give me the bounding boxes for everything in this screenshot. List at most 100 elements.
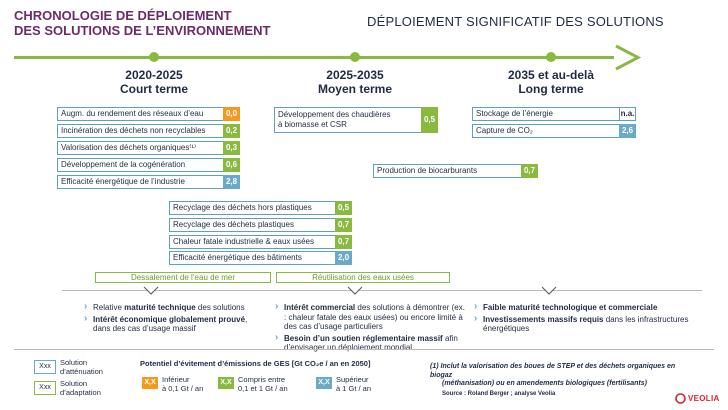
solution-label: Efficacité énergétique des bâtiments xyxy=(169,251,335,265)
period-long-term: Long terme xyxy=(518,82,584,96)
veolia-logo-icon xyxy=(675,393,686,404)
solution-label: Augm. du rendement des réseaux d’eau xyxy=(57,107,223,121)
chevron-down-icon xyxy=(143,286,159,295)
solution-value: 0,5 xyxy=(421,107,438,133)
bullet-bold: Intérêt économique globalement prouvé xyxy=(93,314,246,324)
bullet-item: Relative maturité technique des solution… xyxy=(84,302,254,313)
solution-label: Efficacité énergétique de l’industrie xyxy=(57,175,223,189)
solution-value: 0,6 xyxy=(223,158,240,172)
legend-line: à 1 Gt / an xyxy=(336,383,372,393)
period-short-term: Court terme xyxy=(119,82,188,96)
bullet-text: des solutions xyxy=(195,303,245,312)
period-short: 2020-2025 Court terme xyxy=(104,68,204,96)
bullets-medium-term: Intérêt commercial des solutions à démon… xyxy=(275,302,465,353)
solution-item: Efficacité énergétique de l’industrie 2,… xyxy=(57,175,240,189)
solution-item: Recyclage des déchets hors plastiques 0,… xyxy=(169,201,352,215)
legend-line: Supérieur xyxy=(336,375,369,384)
solution-value: n.a. xyxy=(619,107,636,121)
period-long-years: 2035 et au-delà xyxy=(507,68,595,82)
solution-value: 0,7 xyxy=(521,164,538,178)
bullet-bold: Besoin d’un soutien réglementaire massif xyxy=(284,333,443,343)
timeline-arrowhead-icon xyxy=(615,44,642,71)
chaudieres-line-1: Développement des chaudières xyxy=(278,110,391,119)
solution-item: Valorisation des déchets organiques⁽¹⁾ 0… xyxy=(57,141,240,155)
timeline-dot-medium xyxy=(350,52,360,62)
footnote-line: (méthanisation) ou en amendements biolog… xyxy=(442,380,647,387)
solution-item-chaudieres: Développement des chaudières à biomasse … xyxy=(274,107,438,133)
footnote-source: Source : Roland Berger ; analyse Veolia xyxy=(442,390,556,397)
period-medium-term: Moyen terme xyxy=(317,82,393,96)
solution-value: 2,0 xyxy=(335,251,352,265)
solution-item: Recyclage des déchets plastiques 0,7 xyxy=(169,218,352,232)
title-line-1: CHRONOLOGIE DE DÉPLOIEMENT xyxy=(14,8,232,23)
legend-divider xyxy=(14,349,714,350)
legend-line: d’adaptation xyxy=(60,387,101,397)
solution-label: Valorisation des déchets organiques⁽¹⁾ xyxy=(57,141,223,155)
legend-attenuation-box: Xxx xyxy=(34,360,56,374)
solution-label: Développement des chaudières à biomasse … xyxy=(274,107,421,133)
solution-value: 0,0 xyxy=(223,107,240,121)
legend-mid-label: Compris entre 0,1 et 1 Gt / an xyxy=(238,375,288,393)
adaptation-dessalement: Dessalement de l’eau de mer xyxy=(95,272,271,283)
bullet-item: Besoin d’un soutien réglementaire massif… xyxy=(275,333,465,353)
legend-adaptation-box: Xxx xyxy=(34,381,56,395)
solution-value: 0,2 xyxy=(223,124,240,138)
bullet-text: , dans des cas d’usage massif xyxy=(93,314,248,334)
bullet-item: Faible maturité technologique et commerc… xyxy=(474,302,704,313)
bullet-item: Intérêt commercial des solutions à démon… xyxy=(275,302,465,332)
bullet-text: Relative xyxy=(93,303,125,312)
bullet-bold: Intérêt commercial xyxy=(284,303,356,312)
timeline-dot-short xyxy=(149,52,159,62)
legend-line: Solution xyxy=(60,358,88,367)
solution-item: Incinération des déchets non recyclables… xyxy=(57,124,240,138)
solution-value: 0,3 xyxy=(223,141,240,155)
solution-label: Chaleur fatale industrielle & eaux usées xyxy=(169,235,335,249)
bullet-text: afin d’envisager un déploiement mondial xyxy=(284,333,458,353)
solution-item: Chaleur fatale industrielle & eaux usées… xyxy=(169,235,352,249)
solution-label: Capture de CO₂ xyxy=(472,124,619,138)
chevron-down-icon xyxy=(541,286,557,295)
solution-value: 0,7 xyxy=(335,235,352,249)
bullet-item: Intérêt économique globalement prouvé, d… xyxy=(84,314,254,334)
legend-line: Compris entre xyxy=(238,375,286,384)
bullets-short-term: Relative maturité technique des solution… xyxy=(84,302,254,334)
legend-adaptation-label: Solution d’adaptation xyxy=(60,379,101,397)
legend-high-label: Supérieur à 1 Gt / an xyxy=(336,375,372,393)
legend-line: 0,1 et 1 Gt / an xyxy=(238,383,288,393)
bullet-bold: Faible maturité technologique et commerc… xyxy=(483,303,658,312)
legend-line: à 0,1 Gt / an xyxy=(162,383,204,393)
footnote: (1) Inclut la valorisation des boues de … xyxy=(430,363,680,398)
legend-swatch-high: X,X xyxy=(316,377,332,389)
chevron-down-icon xyxy=(347,286,363,295)
legend-swatch-low: X,X xyxy=(142,377,158,389)
bullets-long-term: Faible maturité technologique et commerc… xyxy=(474,302,704,334)
solution-label: Stockage de l’énergie xyxy=(472,107,619,121)
solution-label: Production de biocarburants xyxy=(373,164,521,178)
legend-low-label: Inférieur à 0,1 Gt / an xyxy=(162,375,204,393)
solution-item: Efficacité énergétique des bâtiments 2,0 xyxy=(169,251,352,265)
bullet-text: dans les infrastructures énergétiques xyxy=(483,314,689,334)
page-subtitle: DÉPLOIEMENT SIGNIFICATIF DES SOLUTIONS xyxy=(367,14,664,29)
solution-item-biocarburants: Production de biocarburants 0,7 xyxy=(373,164,538,178)
bullet-item: Investissements massifs requis dans les … xyxy=(474,314,704,334)
timeline-arrow-line xyxy=(14,56,614,59)
period-short-years: 2020-2025 xyxy=(125,68,183,82)
legend-attenuation-label: Solution d’atténuation xyxy=(60,358,103,376)
period-medium: 2025-2035 Moyen terme xyxy=(305,68,405,96)
legend-line: d’atténuation xyxy=(60,366,103,376)
solution-value: 2,8 xyxy=(223,175,240,189)
solution-item: Augm. du rendement des réseaux d’eau 0,0 xyxy=(57,107,240,121)
brand-logo: VEOLIA xyxy=(688,394,720,403)
legend-potential-title: Potentiel d’évitement d’émissions de GES… xyxy=(140,359,371,368)
solution-value: 0,5 xyxy=(335,201,352,215)
adaptation-reutilisation-label: Réutilisation des eaux usées xyxy=(312,273,414,282)
legend-line: Inférieur xyxy=(162,375,190,384)
solution-label: Recyclage des déchets hors plastiques xyxy=(169,201,335,215)
bullet-bold: Investissements massifs requis xyxy=(483,314,604,324)
bullet-text: des solutions à démontrer (ex. : chaleur… xyxy=(284,303,465,331)
solution-label: Recyclage des déchets plastiques xyxy=(169,218,335,232)
solution-label: Développement de la cogénération xyxy=(57,158,223,172)
solution-value: 0,7 xyxy=(335,218,352,232)
solution-value: 2,6 xyxy=(619,124,636,138)
title-line-2: DES SOLUTIONS DE L’ENVIRONNEMENT xyxy=(14,23,271,38)
